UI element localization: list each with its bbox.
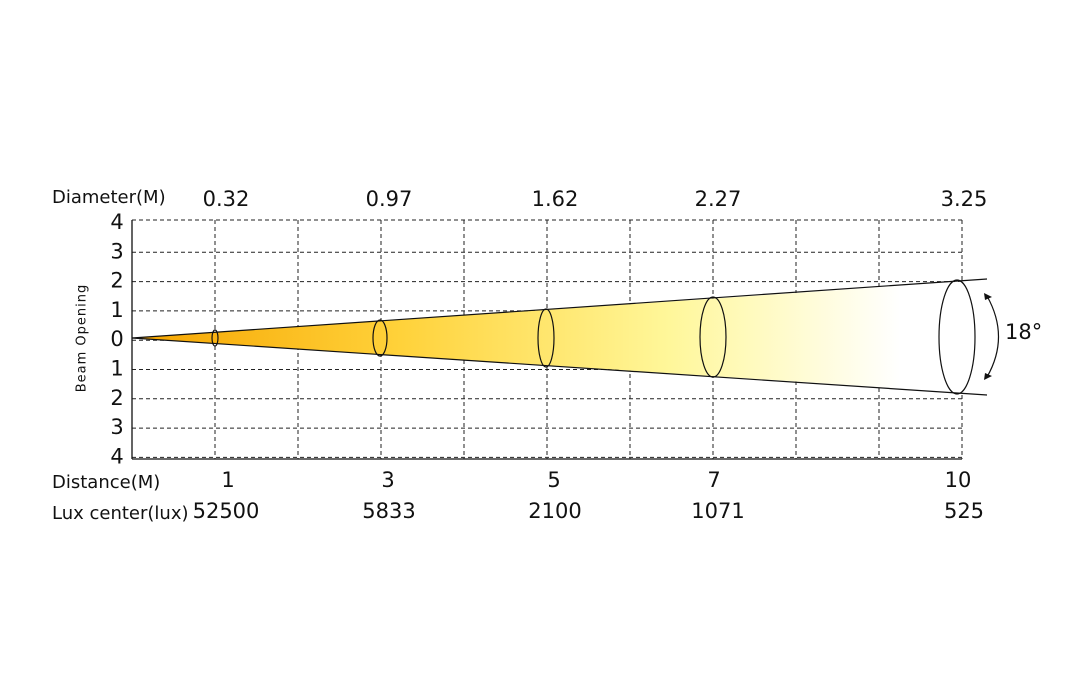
spot xyxy=(372,319,388,357)
y-axis-title: Beam Opening xyxy=(75,284,90,393)
diameter-label: 3.25 xyxy=(941,187,988,211)
spot xyxy=(699,296,727,378)
lux-label: 5833 xyxy=(362,499,415,523)
lux-heading: Lux center(lux) xyxy=(52,503,189,524)
beam-fill xyxy=(132,280,987,394)
diameter-label: 0.97 xyxy=(366,187,413,211)
diameter-label: 0.32 xyxy=(203,187,250,211)
lux-label: 52500 xyxy=(193,499,260,523)
y-tick-label: 1 xyxy=(110,357,123,381)
diameter-heading: Diameter(M) xyxy=(52,187,166,208)
y-tick-label: 3 xyxy=(110,415,123,439)
angle-label: 18° xyxy=(1005,320,1042,344)
distance-label: 1 xyxy=(221,468,234,492)
spot xyxy=(938,279,976,395)
distance-label: 7 xyxy=(707,468,720,492)
angle-arc xyxy=(986,295,1000,378)
y-tick-label: 4 xyxy=(110,210,123,234)
y-tick-label: 2 xyxy=(110,269,123,293)
lux-label: 2100 xyxy=(528,499,581,523)
lux-label: 525 xyxy=(944,499,984,523)
diameter-label: 1.62 xyxy=(532,187,579,211)
labels: 4321012340.321525000.97358331.62521002.2… xyxy=(110,187,987,523)
y-tick-label: 0 xyxy=(110,327,123,351)
y-tick-label: 2 xyxy=(110,386,123,410)
distance-label: 3 xyxy=(381,468,394,492)
distance-heading: Distance(M) xyxy=(52,472,160,493)
distance-label: 10 xyxy=(945,468,972,492)
diameter-label: 2.27 xyxy=(695,187,742,211)
y-tick-label: 1 xyxy=(110,298,123,322)
spots xyxy=(211,279,976,395)
y-tick-label: 3 xyxy=(110,239,123,263)
beam-edge xyxy=(131,337,988,396)
y-tick-label: 4 xyxy=(110,444,123,468)
lux-label: 1071 xyxy=(691,499,744,523)
spot xyxy=(537,308,555,368)
beam-edge xyxy=(131,278,988,339)
distance-label: 5 xyxy=(547,468,560,492)
spot xyxy=(211,329,219,347)
